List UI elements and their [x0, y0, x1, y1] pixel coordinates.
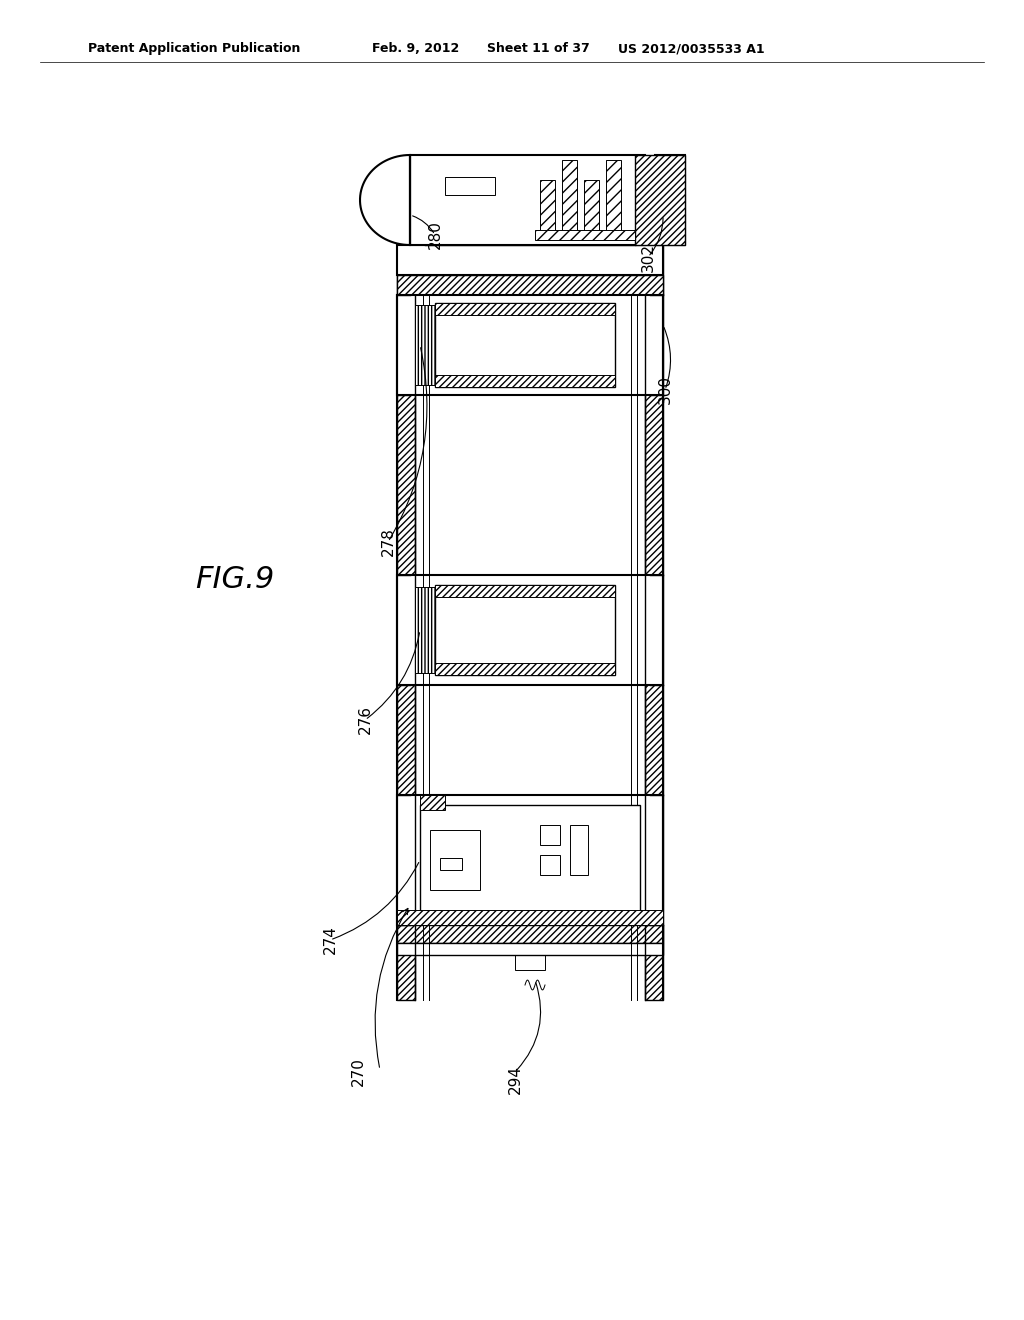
Polygon shape — [570, 825, 588, 875]
Polygon shape — [415, 305, 435, 385]
Polygon shape — [397, 925, 663, 942]
Polygon shape — [397, 246, 663, 275]
Text: 278: 278 — [381, 528, 395, 557]
Polygon shape — [435, 375, 615, 387]
Polygon shape — [645, 235, 663, 1001]
Polygon shape — [540, 180, 555, 235]
Text: 280: 280 — [427, 220, 442, 249]
Polygon shape — [435, 304, 615, 315]
Polygon shape — [420, 805, 640, 915]
Polygon shape — [430, 830, 480, 890]
Polygon shape — [584, 180, 599, 235]
Text: FIG.9: FIG.9 — [195, 565, 274, 594]
Polygon shape — [435, 585, 615, 597]
Polygon shape — [515, 925, 545, 970]
Text: 302: 302 — [640, 243, 655, 272]
Polygon shape — [540, 825, 560, 845]
Polygon shape — [435, 663, 615, 675]
Text: 274: 274 — [323, 925, 338, 954]
Polygon shape — [420, 795, 445, 810]
Polygon shape — [606, 160, 621, 235]
Text: 294: 294 — [508, 1065, 522, 1094]
Polygon shape — [435, 585, 615, 675]
Text: Patent Application Publication: Patent Application Publication — [88, 42, 300, 55]
Polygon shape — [440, 858, 462, 870]
Polygon shape — [410, 154, 645, 246]
Text: 300: 300 — [657, 375, 673, 404]
Polygon shape — [360, 154, 410, 246]
Polygon shape — [397, 294, 663, 395]
Polygon shape — [562, 160, 577, 235]
Text: 270: 270 — [350, 1057, 366, 1086]
Polygon shape — [445, 177, 495, 195]
Polygon shape — [397, 795, 663, 925]
Polygon shape — [635, 154, 685, 246]
Polygon shape — [435, 304, 615, 387]
Text: 276: 276 — [357, 705, 373, 734]
Polygon shape — [655, 154, 685, 246]
Polygon shape — [397, 909, 663, 925]
Polygon shape — [540, 855, 560, 875]
Polygon shape — [397, 235, 415, 1001]
Text: Feb. 9, 2012: Feb. 9, 2012 — [372, 42, 459, 55]
Polygon shape — [397, 576, 663, 685]
Polygon shape — [397, 275, 663, 294]
Polygon shape — [397, 942, 663, 954]
Polygon shape — [415, 587, 435, 673]
Polygon shape — [535, 230, 635, 240]
Text: Sheet 11 of 37: Sheet 11 of 37 — [487, 42, 590, 55]
Text: US 2012/0035533 A1: US 2012/0035533 A1 — [618, 42, 765, 55]
